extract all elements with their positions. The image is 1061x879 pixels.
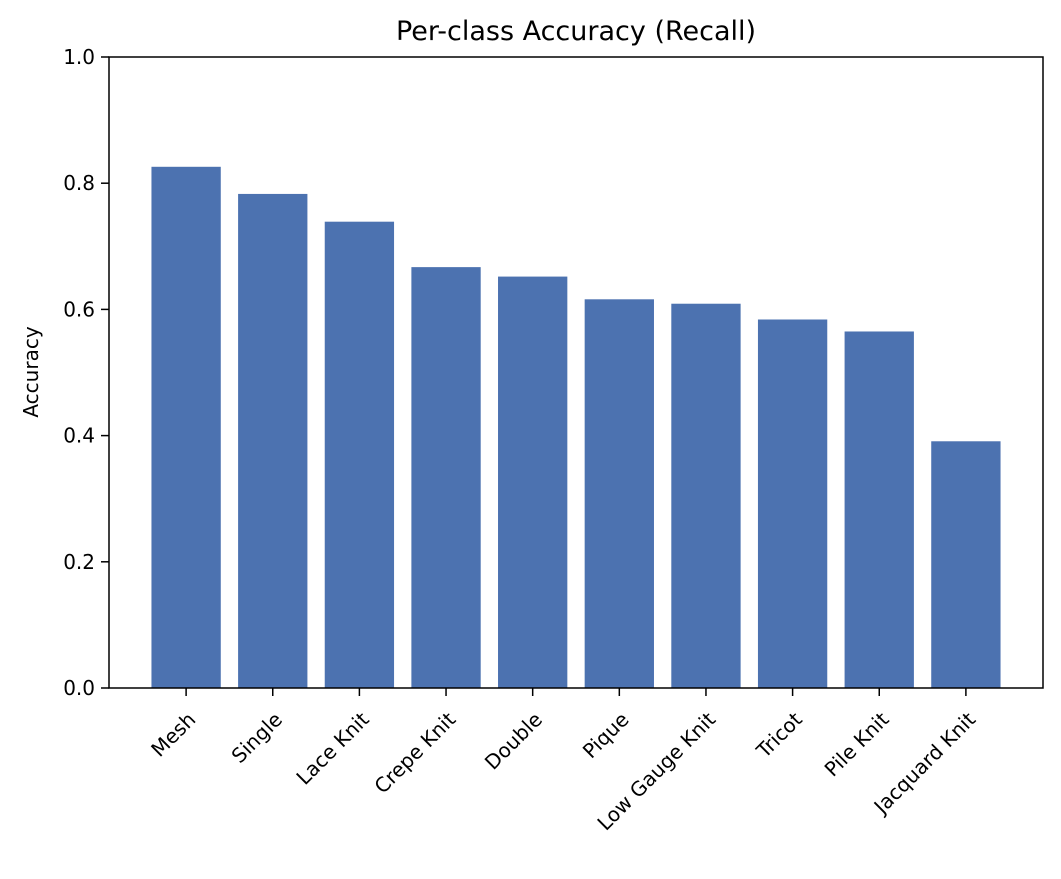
x-tick-label: Single [227, 707, 287, 767]
bar-double [498, 276, 568, 688]
y-ticks-group: 0.0 0.2 0.4 0.6 0.8 1.0 [63, 45, 109, 700]
bar-jacquard-knit [931, 441, 1001, 688]
y-tick-label: 0.2 [63, 550, 95, 574]
bar-lace-knit [324, 221, 395, 689]
bar-pique [584, 299, 654, 688]
bar-single [238, 193, 308, 688]
bar-tricot [757, 319, 828, 688]
x-tick-label: Pile Knit [820, 707, 894, 781]
y-tick-label: 0.0 [63, 676, 95, 700]
y-tick-label: 0.6 [63, 297, 95, 321]
x-tick-label: Crepe Knit [369, 707, 460, 798]
y-axis-label: Accuracy [19, 326, 43, 417]
y-tick-label: 0.8 [63, 171, 95, 195]
bar-low-gauge-knit [671, 303, 741, 688]
chart-title: Per-class Accuracy (Recall) [396, 16, 756, 47]
x-tick-label: Pique [578, 707, 634, 763]
bar-mesh [151, 166, 221, 688]
plot-frame [108, 56, 1044, 689]
bars-group [151, 166, 1001, 689]
y-tick-label: 0.4 [63, 424, 95, 448]
bar-pile-knit [844, 331, 914, 688]
x-tick-label: Tricot [751, 707, 807, 763]
x-tick-label: Double [480, 707, 547, 774]
x-tick-label: Mesh [146, 707, 200, 761]
bar-crepe-knit [411, 267, 481, 688]
y-tick-label: 1.0 [63, 45, 95, 69]
x-tick-label: Lace Knit [291, 707, 373, 789]
